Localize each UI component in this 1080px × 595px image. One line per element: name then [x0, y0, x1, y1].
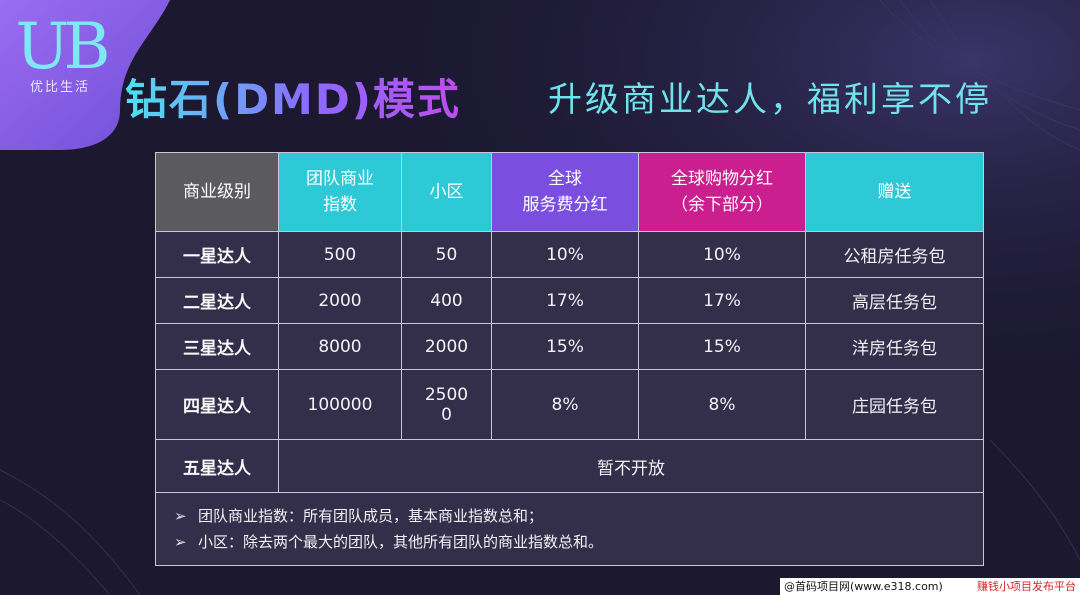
note-text: 小区：除去两个最大的团队，其他所有团队的商业指数总和。: [198, 533, 604, 551]
row-shopping-dividend: 17%: [638, 277, 806, 324]
arrow-bullet-icon: ➢: [174, 507, 187, 525]
row-shopping-dividend: 8%: [638, 369, 806, 440]
row-gift: 洋房任务包: [805, 323, 984, 370]
row-team-index: 100000: [278, 369, 402, 440]
row-service-dividend: 8%: [491, 369, 639, 440]
notes-row: ➢ 团队商业指数：所有团队成员，基本商业指数总和； ➢ 小区：除去两个最大的团队，其…: [155, 492, 984, 566]
note-item: ➢ 小区：除去两个最大的团队，其他所有团队的商业指数总和。: [174, 529, 983, 555]
row-service-dividend: 17%: [491, 277, 639, 324]
header-team-index: 团队商业 指数: [278, 152, 402, 232]
watermark-left: @首码项目网(www.e318.com): [784, 580, 943, 593]
row-gift: 庄园任务包: [805, 369, 984, 440]
row-level: 二星达人: [155, 277, 279, 324]
header-service-dividend: 全球 服务费分红: [491, 152, 639, 232]
row-level: 四星达人: [155, 369, 279, 440]
small-area-line1: 2500: [424, 384, 469, 405]
row-small-area: 400: [401, 277, 492, 324]
arrow-bullet-icon: ➢: [174, 533, 187, 551]
row-shopping-dividend: 10%: [638, 231, 806, 278]
small-area-line2: 0: [441, 404, 452, 425]
row-small-area: 50: [401, 231, 492, 278]
watermark-footer: @首码项目网(www.e318.com) 赚钱小项目发布平台: [780, 578, 1080, 595]
row-service-dividend: 15%: [491, 323, 639, 370]
page-title: 钻石(DMD)模式: [125, 66, 461, 127]
table-row: 五星达人 暂不开放: [155, 439, 984, 493]
page-subtitle: 升级商业达人，福利享不停: [548, 80, 992, 120]
row-level: 一星达人: [155, 231, 279, 278]
logo-subtitle: 优比生活: [29, 80, 90, 95]
table-row: 二星达人 2000 400 17% 17% 高层任务包: [155, 277, 984, 324]
row-small-area: 2500 0: [401, 369, 492, 440]
table-row: 四星达人 100000 2500 0 8% 8% 庄园任务包: [155, 369, 984, 440]
header-team-line2: 指数: [323, 195, 357, 215]
row-team-index: 2000: [278, 277, 402, 324]
header-service-line2: 服务费分红: [522, 195, 608, 215]
brand-logo: UB 优比生活: [10, 10, 111, 95]
row-shopping-dividend: 15%: [638, 323, 806, 370]
header-service-line1: 全球: [548, 169, 582, 189]
table-row: 三星达人 8000 2000 15% 15% 洋房任务包: [155, 323, 984, 370]
header-small-area: 小区: [401, 152, 492, 232]
row-gift: 高层任务包: [805, 277, 984, 324]
header-shopping-line1: 全球购物分红: [671, 169, 773, 189]
table-row: 一星达人 500 50 10% 10% 公租房任务包: [155, 231, 984, 278]
row-level: 五星达人: [155, 439, 279, 493]
row-level: 三星达人: [155, 323, 279, 370]
row-status: 暂不开放: [278, 439, 984, 493]
note-item: ➢ 团队商业指数：所有团队成员，基本商业指数总和；: [174, 503, 983, 529]
row-small-area: 2000: [401, 323, 492, 370]
header-gift: 赠送: [805, 152, 984, 232]
header-team-line1: 团队商业: [306, 169, 374, 189]
header-shopping-line2: （余下部分）: [671, 195, 773, 215]
note-text: 团队商业指数：所有团队成员，基本商业指数总和；: [198, 507, 544, 525]
logo-mark: UB: [15, 10, 111, 84]
header-level: 商业级别: [155, 152, 279, 232]
row-service-dividend: 10%: [491, 231, 639, 278]
header-shopping-dividend: 全球购物分红 （余下部分）: [638, 152, 806, 232]
row-team-index: 500: [278, 231, 402, 278]
watermark-right: 赚钱小项目发布平台: [977, 580, 1076, 593]
row-gift: 公租房任务包: [805, 231, 984, 278]
notes-cell: ➢ 团队商业指数：所有团队成员，基本商业指数总和； ➢ 小区：除去两个最大的团队，其…: [155, 492, 984, 566]
level-table: 商业级别 团队商业 指数 小区 全球 服务费分红 全球购物分红 （余下部分） 赠…: [155, 152, 984, 566]
table-header-row: 商业级别 团队商业 指数 小区 全球 服务费分红 全球购物分红 （余下部分） 赠…: [155, 152, 984, 232]
row-team-index: 8000: [278, 323, 402, 370]
